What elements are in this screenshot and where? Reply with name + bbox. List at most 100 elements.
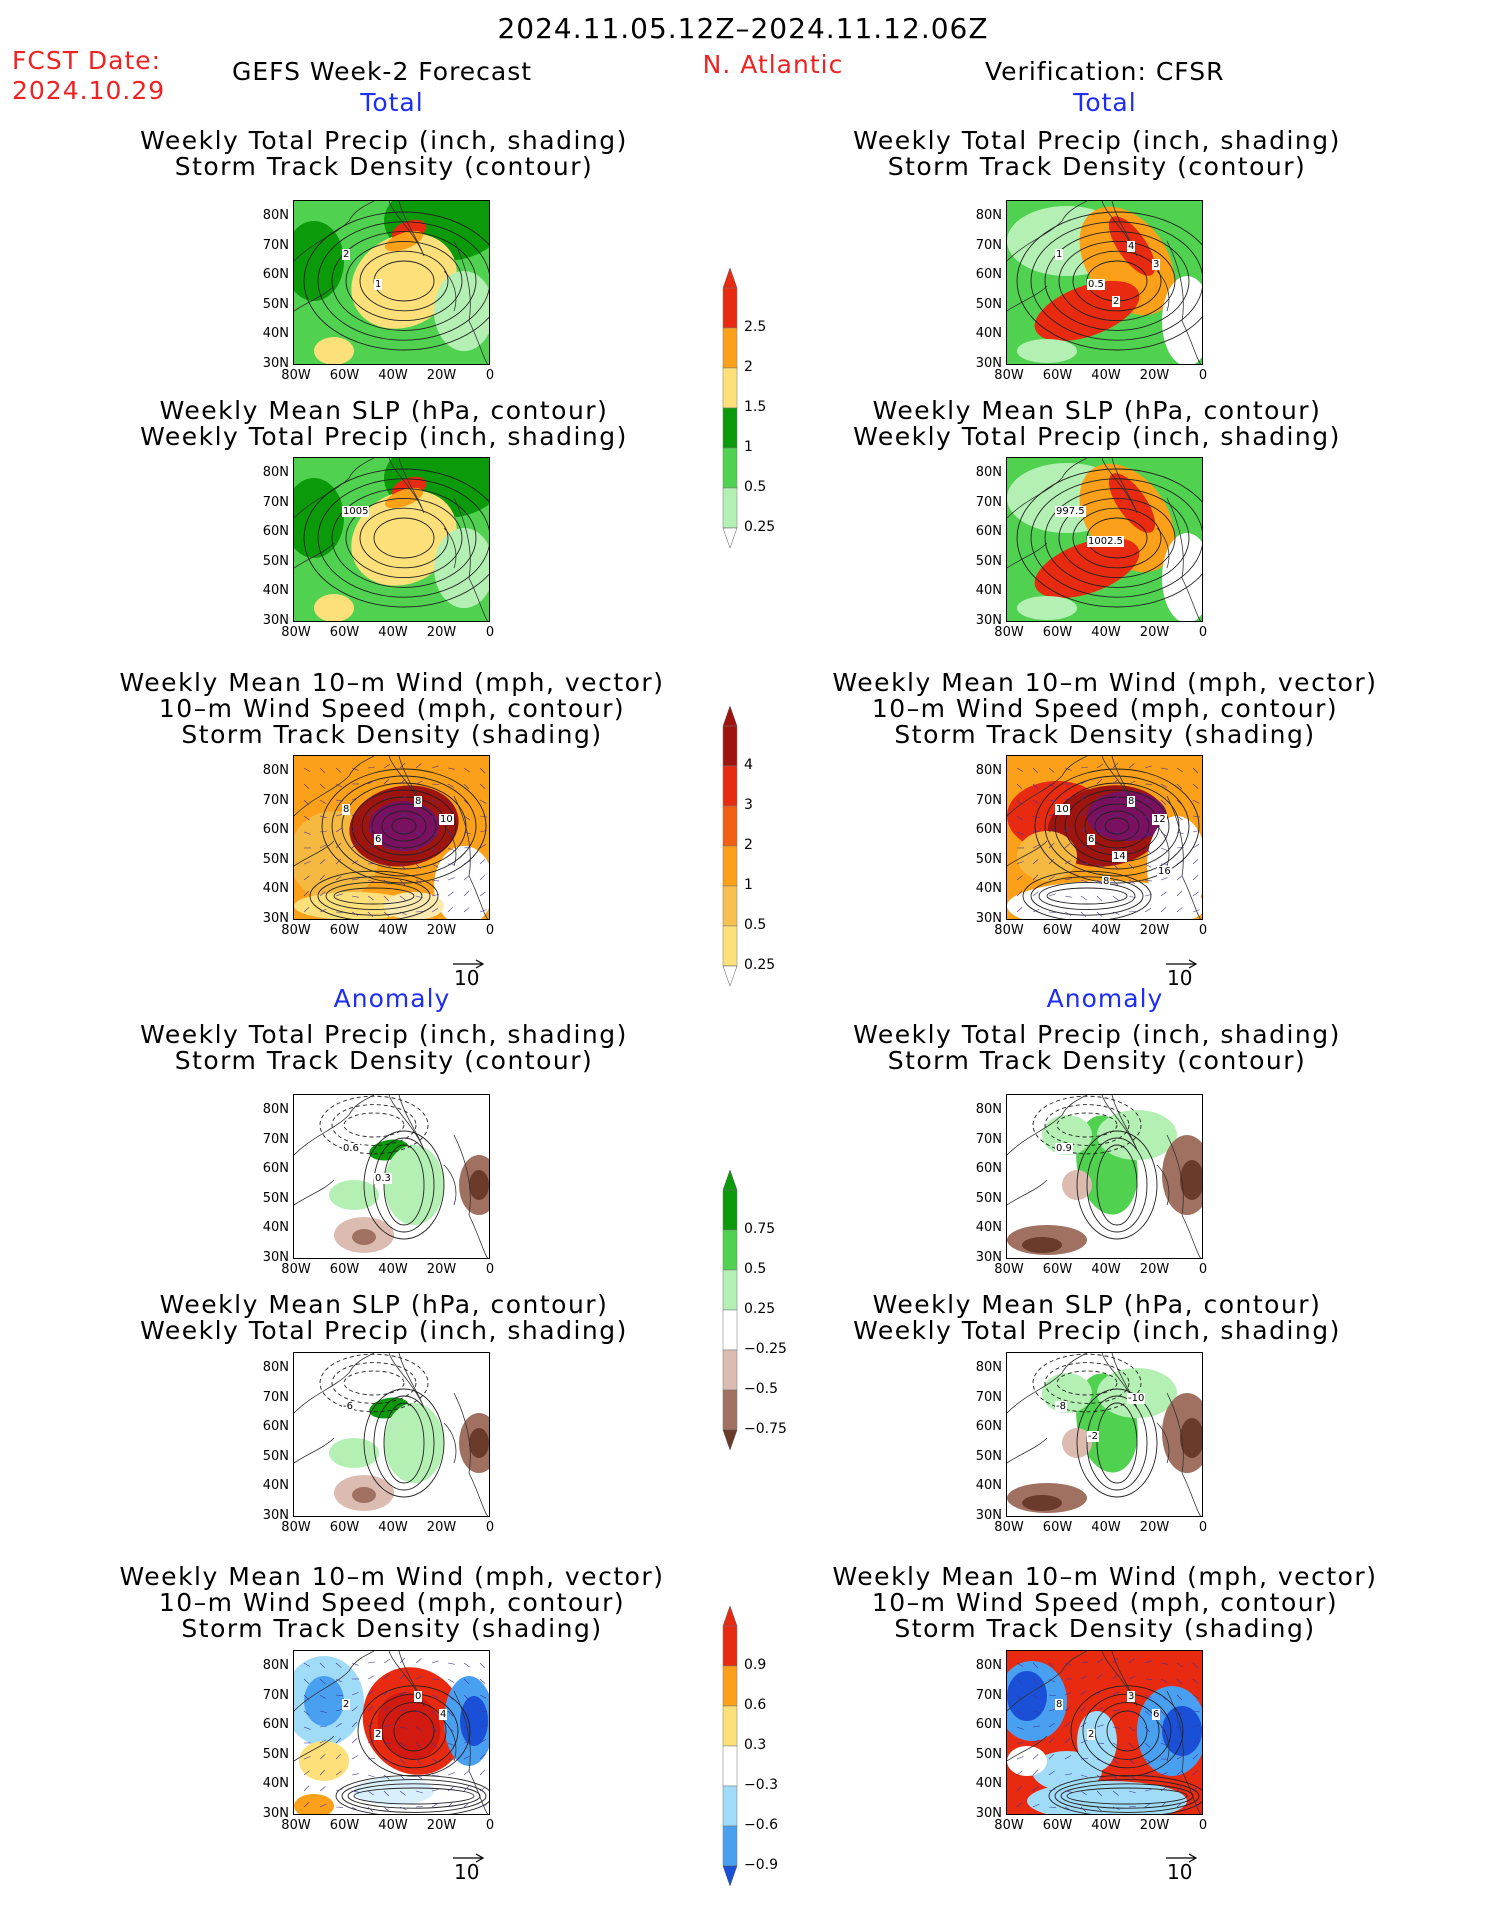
lon-tick-label: 60W	[329, 625, 360, 640]
lat-tick-label: 80N	[262, 1102, 289, 1117]
lon-tick-label: 40W	[378, 368, 408, 383]
contour-label: 8	[342, 804, 351, 815]
lon-tick-label: 40W	[1091, 1262, 1121, 1277]
lat-tick-label: 40N	[975, 583, 1002, 598]
lat-tick-label: 40N	[262, 326, 289, 341]
lon-tick-label: 0	[1198, 625, 1208, 640]
lat-tick-label: 30N	[262, 910, 289, 926]
panel-title-wind-right: Weekly Mean 10–m Wind (mph, vector) 10–m …	[832, 668, 1378, 749]
lat-tick-label: 40N	[262, 583, 289, 598]
lon-tick-label: 80W	[994, 368, 1024, 383]
contour-label: 2	[1087, 1729, 1096, 1740]
lat-tick-label: 60N	[262, 1717, 289, 1732]
lat-tick-label: 60N	[975, 1161, 1002, 1176]
lon-tick-label: 60W	[1042, 625, 1073, 640]
contour-label: 6	[1152, 1709, 1161, 1720]
panel-title-wind-anom-left: Weekly Mean 10–m Wind (mph, vector) 10–m …	[119, 1562, 665, 1643]
colorbar-label: −0.75	[744, 1421, 787, 1437]
lon-tick-label: 80W	[281, 1520, 311, 1535]
lon-tick-label: 0	[485, 1262, 495, 1277]
lon-tick-label: 0	[1198, 368, 1208, 383]
lon-tick-label: 20W	[1139, 923, 1170, 938]
map-panel-p6-left: 2 2 0 4	[293, 1650, 490, 1815]
fcst-date: 2024.10.29	[12, 76, 166, 105]
lat-tick-label: 70N	[975, 494, 1002, 510]
lon-tick-label: 80W	[994, 625, 1024, 640]
lat-tick-label: 70N	[262, 1131, 289, 1147]
lon-tick-label: 0	[485, 1520, 495, 1535]
colorbar-label: 2.5	[744, 319, 767, 335]
lat-tick-label: 80N	[975, 208, 1002, 223]
fcst-label: FCST Date:	[12, 46, 162, 75]
lat-tick-label: 30N	[975, 355, 1002, 371]
lat-tick-label: 40N	[975, 326, 1002, 341]
lat-tick-label: 70N	[975, 792, 1002, 808]
colorbar-label: 1	[744, 439, 753, 455]
lon-tick-label: 40W	[378, 1520, 408, 1535]
colorbar-label: 0.25	[744, 519, 776, 535]
lat-tick-label: 40N	[262, 1220, 289, 1235]
lat-tick-label: 70N	[262, 494, 289, 510]
contour-label: 14	[1112, 851, 1127, 862]
colorbar-precip_total	[722, 268, 738, 549]
lon-tick-label: 20W	[1139, 368, 1170, 383]
contour-label: -2	[1087, 1431, 1099, 1442]
lon-tick-label: 20W	[1139, 1262, 1170, 1277]
lon-tick-label: 80W	[281, 1262, 311, 1277]
lon-tick-label: 60W	[329, 1818, 360, 1833]
lat-tick-label: 50N	[975, 1448, 1002, 1464]
contour-label: 8	[1102, 876, 1111, 887]
colorbar-label: 0.9	[744, 1657, 767, 1673]
lon-tick-label: 0	[485, 923, 495, 938]
lat-tick-label: 60N	[262, 1161, 289, 1176]
contour-label: 8	[1055, 1699, 1064, 1710]
map-panel-p1-right: 1 0.5 4 3 2	[1006, 200, 1203, 365]
section-total-right: Total	[1073, 88, 1137, 117]
lon-tick-label: 60W	[1042, 1520, 1073, 1535]
lon-tick-label: 60W	[329, 923, 360, 938]
lat-tick-label: 60N	[262, 822, 289, 837]
lat-tick-label: 40N	[975, 881, 1002, 896]
lat-tick-label: 60N	[975, 1419, 1002, 1434]
panel-title-precip-track-anom-right: Weekly Total Precip (inch, shading) Storm…	[853, 1020, 1341, 1075]
colorbar-label: 0.5	[744, 1261, 767, 1277]
contour-label: -6	[342, 1401, 354, 1412]
lon-tick-label: 40W	[378, 625, 408, 640]
map-panel-p3-right: 10 6 8 12 14 16 8	[1006, 755, 1203, 920]
contour-label: 0.3	[374, 1173, 392, 1184]
lat-tick-label: 30N	[262, 1507, 289, 1523]
lat-tick-label: 80N	[262, 763, 289, 778]
lat-tick-label: 60N	[975, 524, 1002, 539]
lat-tick-label: 70N	[975, 1687, 1002, 1703]
lat-tick-label: 30N	[262, 355, 289, 371]
contour-label: 4	[439, 1709, 448, 1720]
lat-tick-label: 80N	[262, 1360, 289, 1375]
vector-ref-right-anom: 10	[1165, 1852, 1199, 1884]
contour-label: 997.5	[1055, 506, 1086, 517]
contour-label: 16	[1157, 866, 1172, 877]
panel-title-wind-left: Weekly Mean 10–m Wind (mph, vector) 10–m …	[119, 668, 665, 749]
lon-tick-label: 40W	[378, 1262, 408, 1277]
lat-tick-label: 50N	[975, 1190, 1002, 1206]
lon-tick-label: 20W	[1139, 1520, 1170, 1535]
panel-title-slp-left: Weekly Mean SLP (hPa, contour) Weekly Tot…	[140, 396, 628, 451]
lon-tick-label: 0	[485, 1818, 495, 1833]
colorbar-label: −0.5	[744, 1381, 778, 1397]
lon-tick-label: 0	[485, 368, 495, 383]
lat-tick-label: 70N	[262, 792, 289, 808]
verification-title: Verification: CFSR	[985, 57, 1225, 86]
lon-tick-label: 40W	[1091, 1818, 1121, 1833]
lon-tick-label: 20W	[426, 923, 457, 938]
panel-title-wind-anom-right: Weekly Mean 10–m Wind (mph, vector) 10–m …	[832, 1562, 1378, 1643]
contour-label: 3	[1127, 1691, 1136, 1702]
colorbar-label: 0.25	[744, 957, 776, 973]
colorbar-label: 0.5	[744, 479, 767, 495]
lat-tick-label: 40N	[262, 1776, 289, 1791]
contour-label: 2	[342, 249, 351, 260]
vector-ref-left-total: 10	[452, 958, 486, 990]
region-title: N. Atlantic	[702, 50, 844, 79]
lat-tick-label: 50N	[262, 851, 289, 867]
contour-label: 8	[1127, 796, 1136, 807]
colorbar-label: 0.6	[744, 1697, 767, 1713]
